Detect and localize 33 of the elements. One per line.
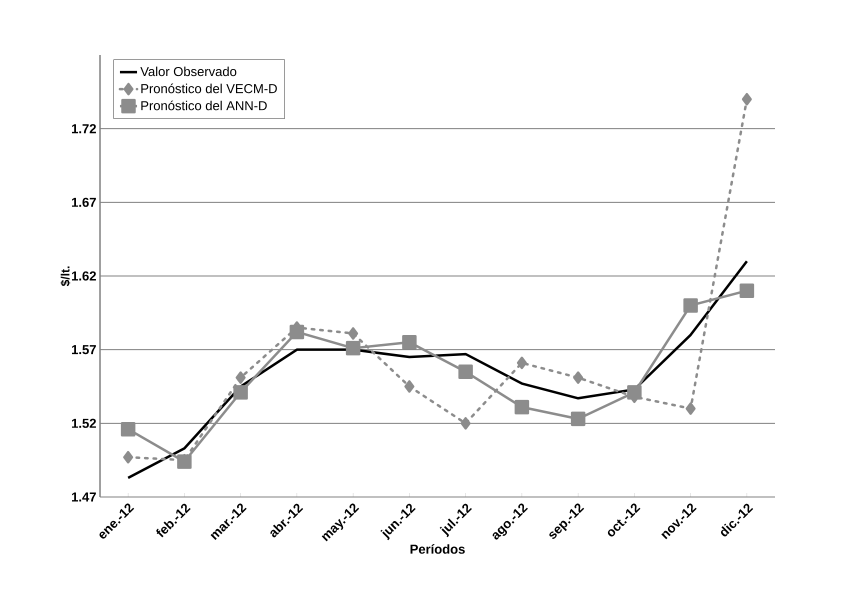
point: [402, 335, 417, 350]
point: [290, 324, 304, 340]
y-tick-label: 1.72: [72, 124, 96, 134]
y-tick-label: 1.62: [72, 271, 96, 281]
y-axis-title: $/lt.: [60, 266, 70, 286]
point: [516, 356, 527, 370]
y-tick-label: 1.67: [72, 198, 96, 207]
y-tick-label: 1.52: [72, 418, 96, 428]
legend-label: Pronóstico del ANN-D: [141, 100, 267, 110]
line-series: [126, 260, 748, 480]
point: [123, 450, 134, 464]
point: [404, 380, 414, 393]
point: [177, 454, 192, 469]
point: [686, 402, 696, 415]
point: [573, 371, 584, 384]
y-tick-label: 1.57: [72, 345, 96, 354]
point: [458, 364, 473, 380]
point: [346, 340, 360, 356]
point: [570, 412, 586, 426]
point: [236, 371, 246, 384]
y-tick-label: 1.47: [72, 492, 96, 502]
point: [233, 385, 248, 400]
point: [460, 417, 471, 430]
legend-label: Valor Observado: [140, 66, 236, 76]
point: [514, 400, 530, 414]
x-axis-title: Períodos: [410, 544, 465, 554]
point: [348, 327, 358, 340]
legend-label: Pronóstico del VECM-D: [141, 84, 277, 94]
point: [627, 385, 642, 400]
point: [120, 422, 136, 436]
point: [683, 298, 698, 313]
point: [740, 283, 754, 298]
point: [742, 92, 752, 106]
